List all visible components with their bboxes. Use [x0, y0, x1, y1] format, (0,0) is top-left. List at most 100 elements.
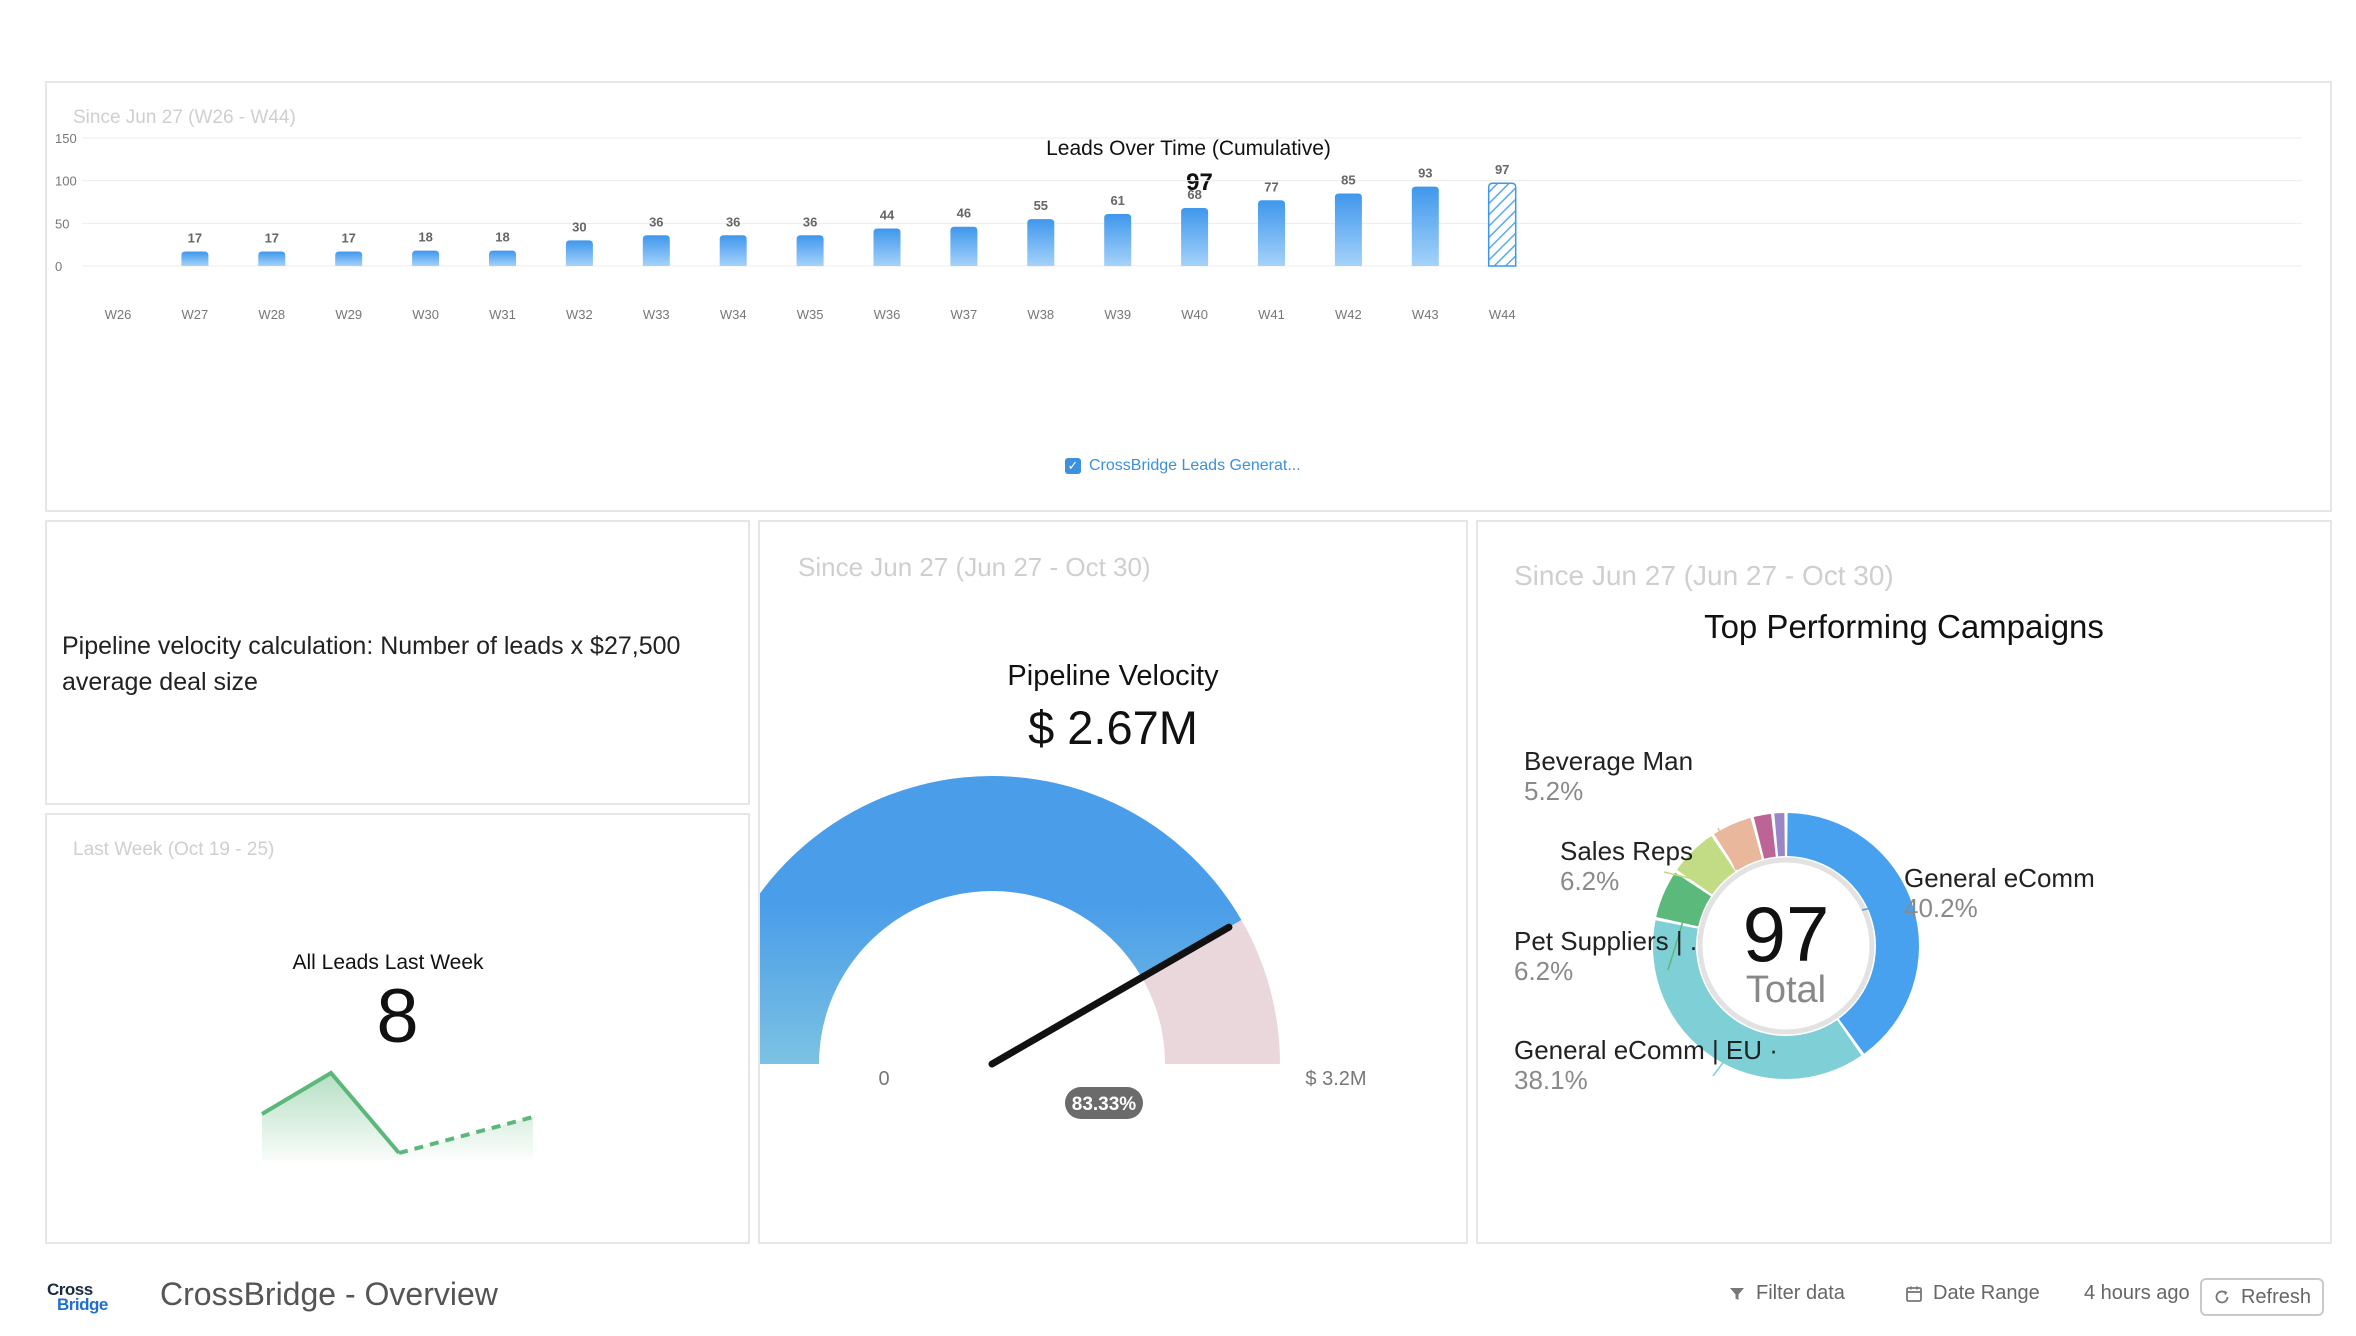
- filter-data-button[interactable]: Filter data: [1728, 1282, 1845, 1305]
- x-tick-label: W37: [951, 307, 978, 322]
- leader-line: [1712, 1055, 1729, 1077]
- y-tick-label: 100: [55, 174, 77, 189]
- bar-value-label: 77: [1264, 179, 1278, 194]
- bar-value-label: 17: [341, 230, 355, 245]
- slice-pct-general-ecomm-eu: 38.1%: [1514, 1065, 1588, 1095]
- slice-label-beverage-man: Beverage Man: [1524, 746, 1693, 776]
- bar[interactable]: [489, 250, 516, 266]
- pipeline-velocity-panel: Since Jun 27 (Jun 27 - Oct 30) Pipeline …: [758, 520, 1468, 1244]
- bar-value-label: 46: [957, 206, 971, 221]
- top-campaigns-panel: Since Jun 27 (Jun 27 - Oct 30) Top Perfo…: [1476, 520, 2332, 1244]
- last-updated-text: 4 hours ago: [2084, 1282, 2190, 1304]
- gauge-percent-pill: [1065, 1087, 1143, 1119]
- legend-label[interactable]: CrossBridge Leads Generat...: [1089, 457, 1301, 474]
- x-tick-label: W44: [1489, 307, 1516, 322]
- bar[interactable]: [1411, 186, 1439, 266]
- bar[interactable]: [565, 240, 593, 266]
- bar-value-label: 44: [880, 207, 895, 222]
- bar[interactable]: [950, 226, 978, 266]
- bar[interactable]: [719, 235, 747, 266]
- bar[interactable]: [1104, 213, 1132, 266]
- calendar-icon: [1906, 1286, 1922, 1302]
- bar-value-label: 97: [1495, 162, 1509, 177]
- refresh-label[interactable]: Refresh: [2240, 1285, 2312, 1308]
- x-tick-label: W26: [105, 307, 132, 322]
- legend-checkbox-icon[interactable]: ✓: [1065, 458, 1081, 474]
- donut-slice[interactable]: [1774, 813, 1785, 857]
- leads-bar-chart: 0 50 100 150 W26 17 W27 17 W28 17 W29 18 W30 18 W31 30…: [55, 131, 2302, 322]
- filter-data-label[interactable]: Filter data: [1756, 1282, 1845, 1304]
- leader-line: [1717, 827, 1737, 871]
- slice-label-general-ecomm-eu: General eComm | EU ·: [1514, 1035, 1778, 1065]
- bar-value-label: 36: [649, 214, 663, 229]
- bar-value-label: 93: [1418, 166, 1432, 181]
- bar[interactable]: [1487, 182, 1517, 267]
- donut-slice[interactable]: [1656, 872, 1711, 927]
- x-tick-label: W31: [489, 307, 516, 322]
- x-tick-label: W33: [643, 307, 670, 322]
- leads-total-value: 97: [1186, 169, 1213, 196]
- refresh-button[interactable]: Refresh: [2200, 1278, 2324, 1316]
- donut-slice[interactable]: [1753, 813, 1776, 859]
- campaigns-date-range: Since Jun 27 (Jun 27 - Oct 30): [1514, 560, 1894, 591]
- x-tick-label: W41: [1258, 307, 1285, 322]
- x-tick-label: W42: [1335, 307, 1362, 322]
- gauge-max-label: $ 3.2M: [1305, 1068, 1366, 1090]
- crossbridge-logo: Cross Bridge: [47, 1281, 108, 1313]
- x-tick-label: W43: [1412, 307, 1439, 322]
- bar[interactable]: [1027, 219, 1055, 266]
- gauge-needle: [988, 923, 1233, 1068]
- slice-label-pet-suppliers: Pet Suppliers | .: [1514, 926, 1697, 956]
- velocity-title: Pipeline Velocity: [1007, 660, 1219, 692]
- x-tick-label: W35: [797, 307, 824, 322]
- leader-line: [1861, 903, 1893, 911]
- x-tick-label: W27: [182, 307, 209, 322]
- slice-pct-beverage-man: 5.2%: [1524, 776, 1583, 806]
- x-tick-label: W30: [412, 307, 439, 322]
- bar[interactable]: [258, 251, 286, 266]
- donut-slice[interactable]: [1676, 835, 1736, 895]
- velocity-gauge: 0 $ 3.2M 83.33%: [760, 776, 1367, 1119]
- bar-value-label: 36: [726, 214, 740, 229]
- bar-value-label: 61: [1110, 193, 1124, 208]
- bar[interactable]: [335, 251, 363, 266]
- donut-center-ring: [1697, 857, 1875, 1035]
- y-tick-label: 0: [55, 259, 62, 274]
- bar-value-label: 68: [1187, 187, 1201, 202]
- leads-over-time-panel: Since Jun 27 (W26 - W44) Leads Over Time…: [45, 81, 2332, 512]
- leads-legend[interactable]: ✓ CrossBridge Leads Generat...: [1065, 457, 1301, 475]
- donut-slice[interactable]: [1653, 920, 1862, 1079]
- bar[interactable]: [1258, 200, 1285, 266]
- date-range-label[interactable]: Date Range: [1933, 1282, 2040, 1304]
- bar[interactable]: [1334, 193, 1362, 266]
- gauge-percent-label: 83.33%: [1072, 1094, 1137, 1115]
- x-tick-label: W38: [1027, 307, 1054, 322]
- date-range-button[interactable]: Date Range: [1905, 1282, 2040, 1305]
- lastweek-date-range: Last Week (Oct 19 - 25): [73, 839, 275, 860]
- bar-value-label: 85: [1341, 172, 1355, 187]
- slice-pct-general-ecomm: 40.2%: [1904, 893, 1978, 923]
- gauge-filled-arc: [760, 776, 1242, 1064]
- pipeline-note-panel: Pipeline velocity calculation: Number of…: [45, 520, 750, 805]
- donut-center-value: 97: [1743, 890, 1830, 978]
- leads-date-range: Since Jun 27 (W26 - W44): [73, 107, 296, 128]
- bar[interactable]: [181, 251, 209, 266]
- donut-slice[interactable]: [1714, 817, 1762, 871]
- x-tick-label: W32: [566, 307, 593, 322]
- bar[interactable]: [796, 235, 824, 266]
- bar[interactable]: [642, 235, 670, 266]
- bar-value-label: 18: [418, 230, 432, 245]
- bar-value-label: 36: [803, 214, 817, 229]
- bar-value-label: 17: [265, 230, 279, 245]
- slice-pct-sales-reps: 6.2%: [1560, 866, 1619, 896]
- slice-label-general-ecomm: General eComm: [1904, 863, 2095, 893]
- bar[interactable]: [873, 228, 901, 266]
- donut-slice[interactable]: [1787, 813, 1919, 1054]
- bar[interactable]: [412, 250, 440, 266]
- campaigns-title: Top Performing Campaigns: [1704, 608, 2104, 645]
- bar[interactable]: [1181, 207, 1209, 266]
- bar-value-label: 30: [572, 219, 586, 234]
- velocity-value: $ 2.67M: [1028, 701, 1198, 754]
- x-tick-label: W28: [258, 307, 285, 322]
- sparkline-area: [262, 1073, 399, 1160]
